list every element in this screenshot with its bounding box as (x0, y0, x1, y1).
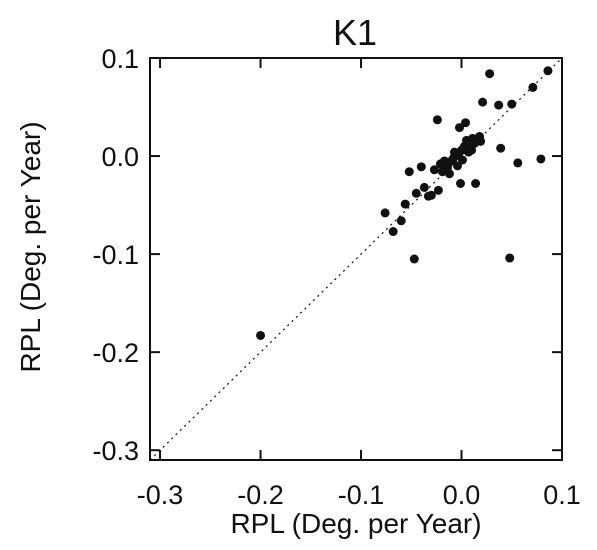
data-point (400, 199, 410, 209)
data-point (467, 145, 477, 155)
data-point (404, 167, 414, 177)
data-point (409, 254, 419, 264)
data-point (461, 118, 471, 128)
y-tick-label: 0.0 (101, 142, 139, 172)
data-points (256, 66, 553, 340)
x-tick-label: 0.0 (443, 480, 481, 510)
data-point (456, 179, 466, 189)
y-tick-label: 0.1 (101, 44, 139, 74)
data-point (507, 99, 517, 109)
data-point (513, 158, 523, 168)
x-tick-label: 0.1 (543, 480, 581, 510)
data-point (432, 115, 442, 125)
data-point (494, 100, 504, 110)
data-point (396, 216, 406, 226)
plot-frame (149, 57, 563, 461)
data-point (416, 162, 426, 172)
y-tick-label: -0.3 (92, 436, 139, 466)
y-axis-tick-labels: 0.1 0.0 -0.1 -0.2 -0.3 (92, 44, 139, 466)
data-point (471, 179, 481, 189)
y-tick-label: -0.1 (92, 240, 139, 270)
y-axis-ticks (150, 57, 562, 452)
x-tick-label: -0.1 (338, 480, 385, 510)
x-tick-label: -0.2 (237, 480, 284, 510)
data-point (256, 330, 266, 340)
x-axis-title: RPL (Deg. per Year) (230, 508, 481, 539)
data-point (496, 143, 506, 153)
data-point (536, 154, 546, 164)
data-point (528, 82, 538, 92)
data-point (543, 66, 553, 76)
x-axis-ticks (159, 58, 563, 460)
data-point (485, 69, 495, 79)
data-point (426, 190, 436, 200)
data-point (455, 123, 465, 133)
data-point (388, 227, 398, 237)
data-point (478, 97, 488, 107)
data-point (411, 188, 421, 198)
data-point (476, 136, 486, 146)
x-tick-label: -0.3 (137, 480, 184, 510)
chart-title: K1 (333, 12, 377, 53)
data-point (429, 165, 439, 175)
x-axis-tick-labels: -0.3 -0.2 -0.1 0.0 0.1 (137, 480, 581, 510)
data-point (505, 253, 515, 263)
data-point (380, 208, 390, 218)
data-point (444, 169, 454, 179)
data-point (439, 156, 449, 166)
y-tick-label: -0.2 (92, 338, 139, 368)
data-point (419, 182, 429, 192)
y-axis-title: RPL (Deg. per Year) (15, 121, 46, 372)
data-point (452, 161, 462, 171)
plot-area (149, 57, 563, 461)
reference-line-y-equals-x (149, 57, 563, 461)
data-point (433, 185, 443, 195)
data-point (458, 155, 468, 165)
